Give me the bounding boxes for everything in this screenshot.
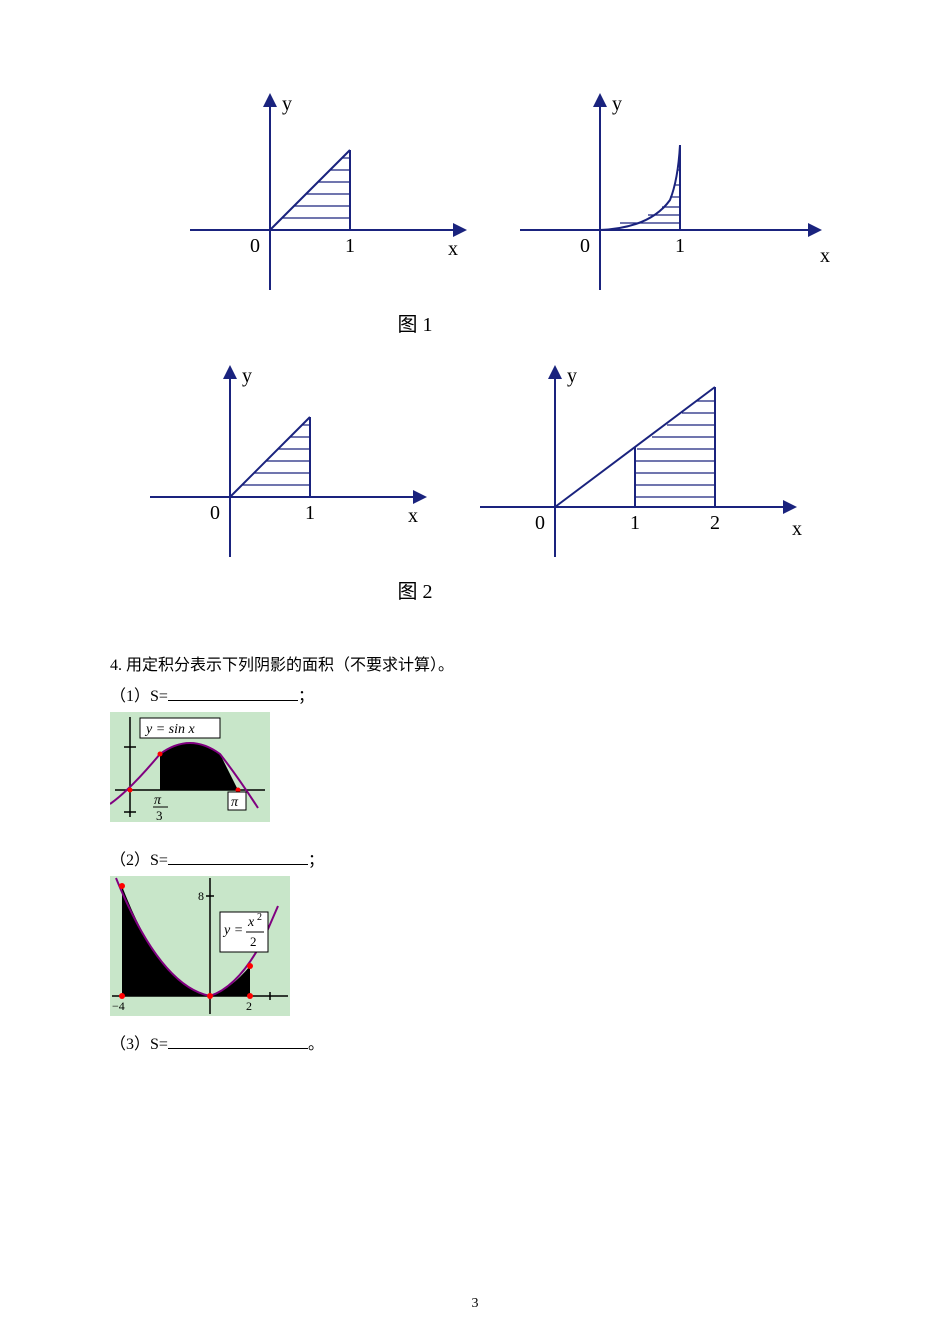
figure1-label: 图 1 xyxy=(110,308,720,337)
y-label: y xyxy=(567,365,577,387)
problem4-item1: （1）S= ； xyxy=(110,682,840,706)
y-label: y xyxy=(282,93,292,115)
origin-label: 0 xyxy=(210,502,220,524)
fig2-right-plot: 0 1 2 x y xyxy=(460,357,820,567)
item3-tail: 。 xyxy=(308,1036,324,1053)
graph2-x: x xyxy=(247,915,255,930)
fig2-left-plot: 0 1 x y xyxy=(130,357,440,567)
item3-blank xyxy=(168,1032,308,1049)
graph1-func: y = sin x xyxy=(144,722,195,737)
graph2-ytick: 8 xyxy=(198,889,204,903)
problem4-item2: （2）S= ； xyxy=(110,846,840,870)
figure2-row: 0 1 x y xyxy=(130,357,840,567)
graph2-sup: 2 xyxy=(257,912,262,923)
fig1-right-plot: 0 1 x y xyxy=(500,80,840,300)
x-label: x xyxy=(448,238,458,260)
fig1-left-plot: 0 1 x y xyxy=(170,80,480,300)
problem4-graph2: y = x 2 2 8 −4 2 xyxy=(110,876,290,1016)
item2-tail: ； xyxy=(308,852,324,869)
item1-tail: ； xyxy=(298,688,314,705)
item1-blank xyxy=(168,684,298,701)
graph2-pos2: 2 xyxy=(246,999,252,1013)
graph1-pi: π xyxy=(231,795,239,810)
problem4-item3: （3）S= 。 xyxy=(110,1030,840,1054)
tick-1: 1 xyxy=(675,235,685,257)
figure1-row: 0 1 x y 0 1 xyxy=(170,80,840,300)
problem4-heading: 4. 用定积分表示下列阴影的面积（不要求计算）。 xyxy=(110,654,840,678)
tick-1: 1 xyxy=(630,512,640,534)
origin-label: 0 xyxy=(535,512,545,534)
graph1-pi3-top: π xyxy=(154,793,162,808)
figure2-label: 图 2 xyxy=(110,575,720,604)
tick-1: 1 xyxy=(305,502,315,524)
x-label: x xyxy=(792,518,802,540)
page: 0 1 x y 0 1 xyxy=(0,0,950,1342)
item2-label: （2）S= xyxy=(110,852,168,869)
item2-blank xyxy=(168,848,308,865)
origin-label: 0 xyxy=(250,235,260,257)
graph1-pi3-bot: 3 xyxy=(156,808,163,822)
tick-1: 1 xyxy=(345,235,355,257)
graph2-neg4: −4 xyxy=(112,999,125,1013)
graph2-y: y = xyxy=(222,923,243,938)
origin-label: 0 xyxy=(580,235,590,257)
y-label: y xyxy=(242,365,252,387)
graph2-denom: 2 xyxy=(250,934,257,949)
problem4-graph1: y = sin x π 3 π xyxy=(110,712,270,822)
tick-2: 2 xyxy=(710,512,720,534)
x-label: x xyxy=(408,505,418,527)
y-label: y xyxy=(612,93,622,115)
item3-label: （3）S= xyxy=(110,1036,168,1053)
x-label: x xyxy=(820,245,830,267)
page-number: 3 xyxy=(0,1296,950,1312)
item1-label: （1）S= xyxy=(110,688,168,705)
